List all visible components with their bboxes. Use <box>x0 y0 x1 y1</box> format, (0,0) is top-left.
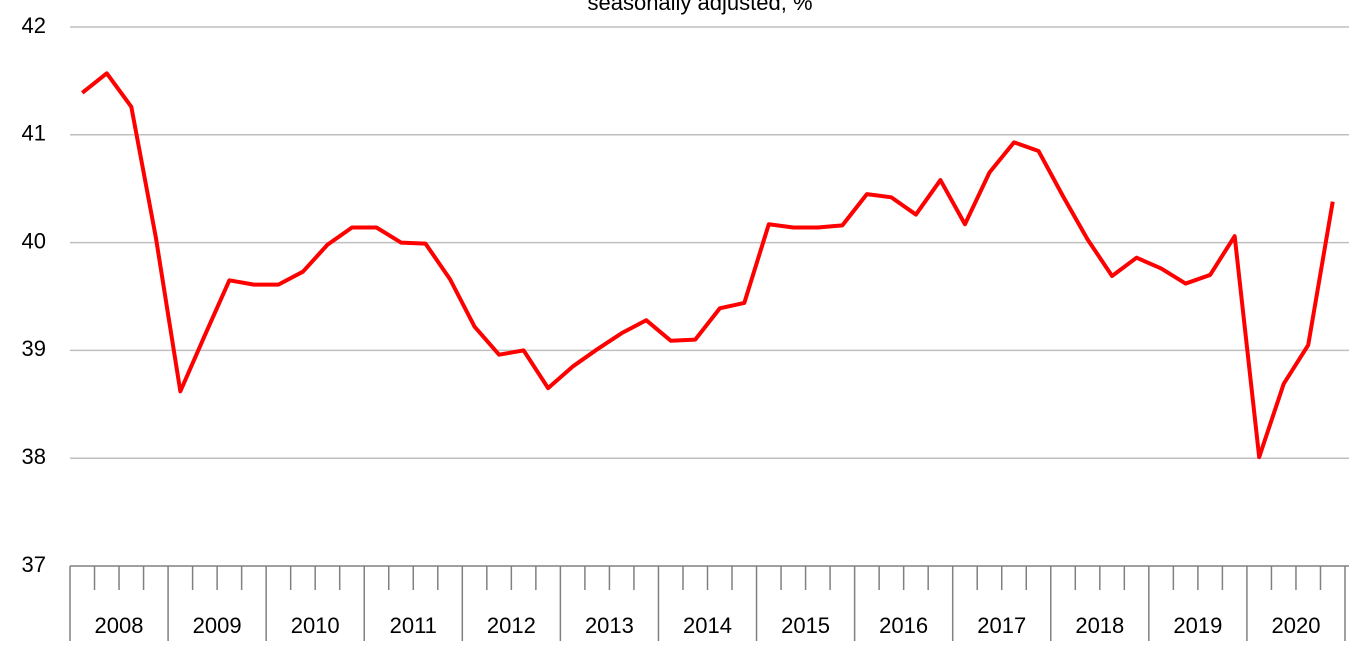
x-tick-label: 2018 <box>1075 613 1124 638</box>
y-tick-label: 40 <box>22 228 46 253</box>
x-tick-label: 2020 <box>1271 613 1320 638</box>
x-tick-label: 2014 <box>683 613 732 638</box>
x-tick-label: 2017 <box>977 613 1026 638</box>
x-tick-label: 2016 <box>879 613 928 638</box>
y-tick-label: 39 <box>22 336 46 361</box>
x-tick-label: 2013 <box>585 613 634 638</box>
x-tick-label: 2019 <box>1173 613 1222 638</box>
data-line <box>81 71 1335 460</box>
y-tick-label: 42 <box>22 13 46 38</box>
y-tick-label: 37 <box>22 552 46 577</box>
x-tick-label: 2011 <box>390 613 437 638</box>
chart-subtitle: seasonally adjusted, % <box>587 0 812 15</box>
x-tick-label: 2008 <box>95 613 144 638</box>
x-tick-label: 2010 <box>291 613 340 638</box>
x-tick-label: 2015 <box>781 613 830 638</box>
y-tick-label: 41 <box>22 121 46 146</box>
x-tick-label: 2012 <box>487 613 536 638</box>
x-tick-label: 2009 <box>193 613 242 638</box>
y-tick-label: 38 <box>22 444 46 469</box>
